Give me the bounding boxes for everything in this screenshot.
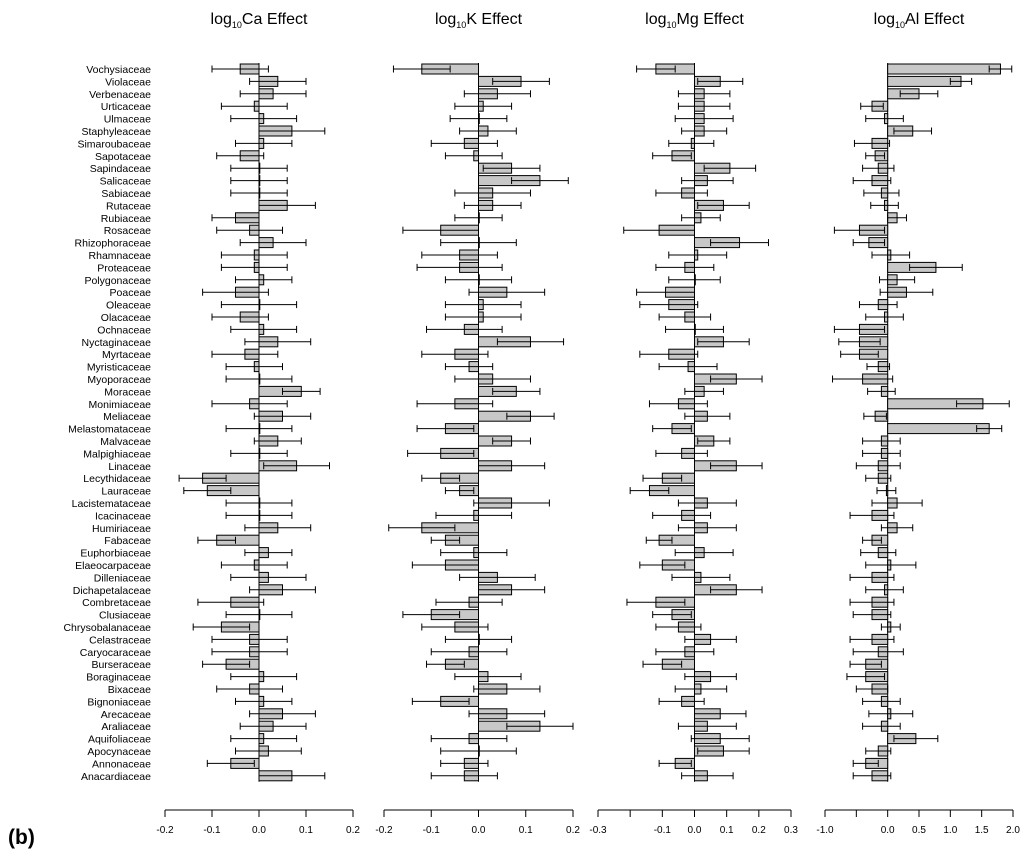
family-label: Annonaceae	[92, 758, 151, 770]
x-tick-label: 0.2	[346, 825, 360, 836]
family-label: Clusiaceae	[99, 610, 151, 622]
x-tick-label: -0.1	[203, 825, 221, 836]
family-label: Myoporaceae	[87, 374, 151, 386]
family-label: Caryocaraceae	[80, 647, 151, 659]
panel-title: log10K Effect	[435, 11, 523, 30]
family-label: Dilleniaceae	[94, 572, 151, 584]
family-label: Araliaceae	[101, 721, 151, 733]
family-label: Rubiaceae	[101, 213, 151, 225]
family-label: Dichapetalaceae	[73, 585, 151, 597]
family-label: Burseraceae	[91, 659, 151, 671]
family-label: Lauraceae	[101, 486, 151, 498]
family-label: Elaeocarpaceae	[75, 560, 151, 572]
x-tick-label: -1.0	[816, 825, 834, 836]
x-tick-label: -0.2	[375, 825, 393, 836]
family-label: Rutaceae	[106, 200, 151, 212]
family-label: Apocynaceae	[87, 746, 151, 758]
family-label: Sabiaceae	[101, 188, 151, 200]
effect-bar	[887, 423, 990, 435]
family-label: Combretaceae	[82, 597, 151, 609]
family-label: Euphorbiaceae	[80, 548, 151, 560]
family-label: Simaroubaceae	[77, 138, 151, 150]
panel-title: log10Ca Effect	[211, 11, 308, 30]
family-label: Nyctaginaceae	[82, 337, 152, 349]
family-label: Icacinaceae	[95, 510, 151, 522]
family-label: Rhamnaceae	[89, 250, 152, 262]
family-label: Meliaceae	[103, 411, 151, 423]
panel-title: log10Al Effect	[874, 11, 965, 30]
family-label: Arecaceae	[101, 709, 151, 721]
family-label: Ochnaceae	[97, 324, 151, 336]
family-label: Sapindaceae	[90, 163, 151, 175]
family-label: Lecythidaceae	[83, 473, 151, 485]
family-label: Verbenaceae	[89, 89, 151, 101]
family-label: Aquifoliaceae	[88, 734, 151, 746]
family-label: Vochysiaceae	[86, 64, 151, 76]
family-label: Rhizophoraceae	[75, 238, 152, 250]
family-label: Myrtaceae	[102, 349, 151, 361]
family-label: Rosaceae	[104, 225, 151, 237]
family-label: Moraceae	[104, 386, 151, 398]
x-tick-label: 0.1	[299, 825, 313, 836]
x-tick-label: -0.1	[654, 825, 672, 836]
x-tick-label: 1.0	[943, 825, 957, 836]
family-label: Myristicaceae	[87, 362, 151, 374]
family-label: Bixaceae	[108, 684, 151, 696]
family-label: Anacardiaceae	[81, 771, 151, 783]
family-label: Melastomataceae	[68, 424, 151, 436]
x-tick-label: 1.5	[975, 825, 989, 836]
x-tick-label: 0.0	[688, 825, 702, 836]
x-tick-label: 0.2	[566, 825, 580, 836]
family-label: Linaceae	[108, 461, 151, 473]
family-label: Celastraceae	[89, 634, 151, 646]
x-tick-label: 0.1	[519, 825, 533, 836]
x-tick-label: -0.3	[589, 825, 607, 836]
family-label: Humiriaceae	[92, 523, 151, 535]
family-label: Lacistemataceae	[72, 498, 152, 510]
family-label: Boraginaceae	[86, 672, 151, 684]
x-tick-label: 0.0	[252, 825, 266, 836]
x-tick-label: -0.1	[423, 825, 441, 836]
x-tick-label: 0.1	[720, 825, 734, 836]
family-label: Staphyleaceae	[82, 126, 152, 138]
panel-label: (b)	[8, 826, 35, 849]
family-label: Violaceae	[105, 76, 151, 88]
x-tick-label: 0.2	[752, 825, 766, 836]
family-label: Proteaceae	[97, 262, 151, 274]
family-label: Olacaceae	[101, 312, 151, 324]
panel-title: log10Mg Effect	[645, 11, 744, 30]
family-label: Urticaceae	[101, 101, 151, 113]
family-label: Malvaceae	[100, 436, 151, 448]
family-label: Salicaceae	[100, 176, 152, 188]
x-tick-label: 0.3	[784, 825, 798, 836]
family-label: Polygonaceae	[84, 275, 151, 287]
x-tick-label: -0.2	[156, 825, 174, 836]
x-tick-label: 2.0	[1006, 825, 1020, 836]
family-label: Fabaceae	[104, 535, 151, 547]
family-label: Poaceae	[110, 287, 152, 299]
x-tick-label: 0.0	[881, 825, 895, 836]
x-tick-label: 0.0	[472, 825, 486, 836]
family-label: Malpighiaceae	[83, 448, 151, 460]
effect-bar	[887, 63, 1001, 75]
family-label: Sapotaceae	[95, 151, 151, 163]
family-label: Bignoniaceae	[87, 696, 151, 708]
family-label: Monimiaceae	[89, 399, 152, 411]
family-label: Oleaceae	[106, 300, 151, 312]
x-tick-label: 0.5	[912, 825, 926, 836]
family-label: Chrysobalanaceae	[63, 622, 151, 634]
family-label: Ulmaceae	[104, 114, 151, 126]
